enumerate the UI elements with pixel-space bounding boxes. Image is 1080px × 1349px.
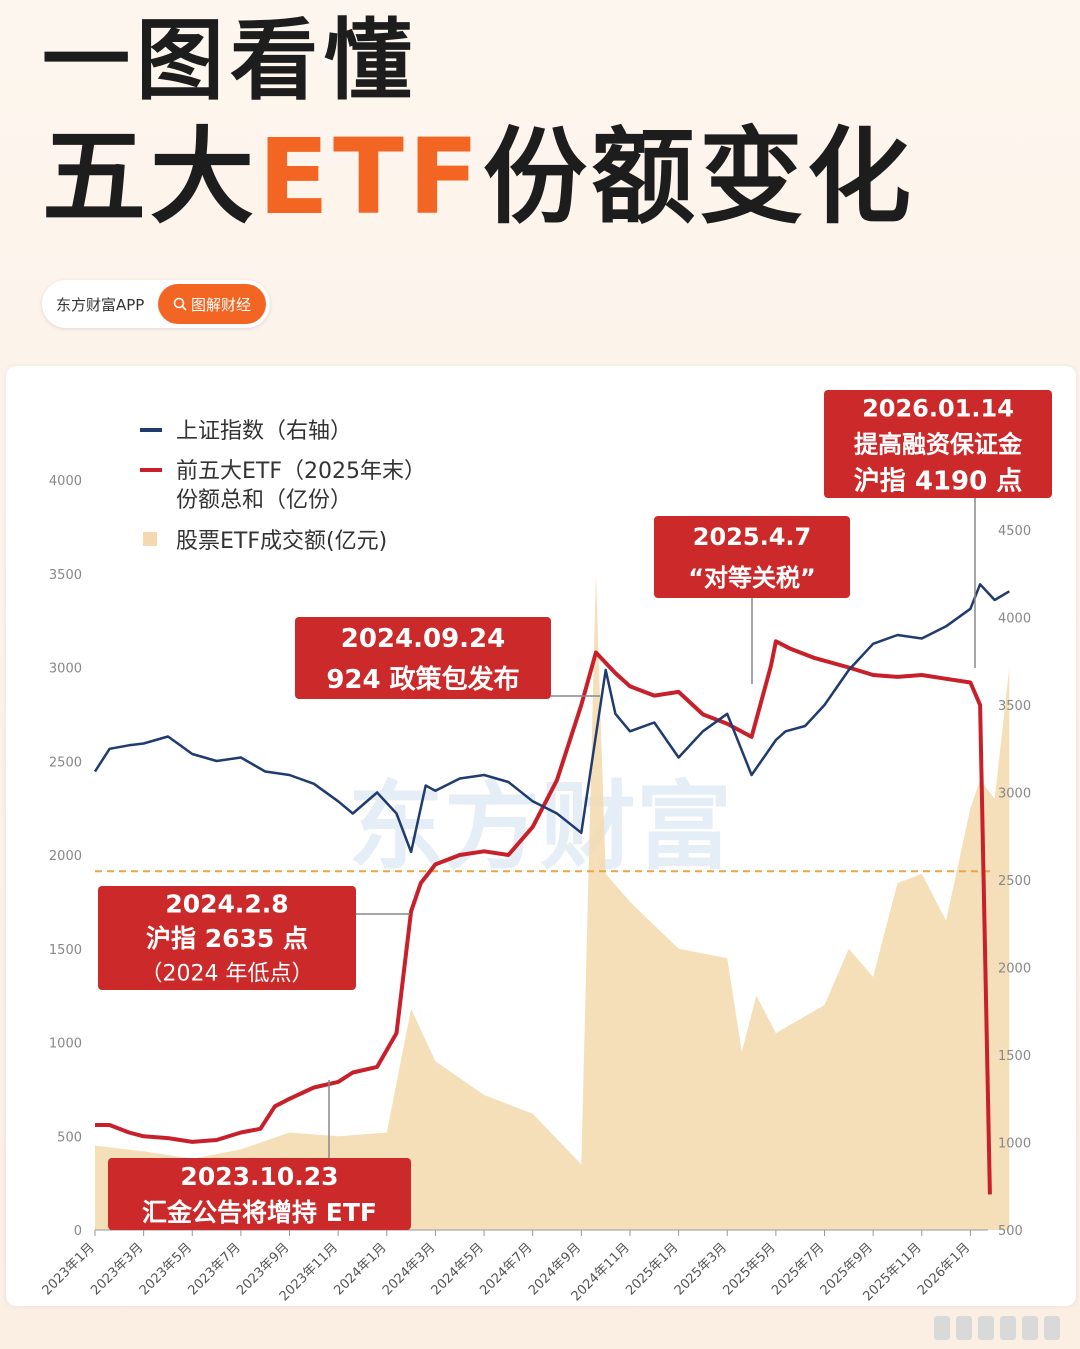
annotation-text: 2026.01.14 xyxy=(862,395,1014,423)
title-line1: 一图看懂 xyxy=(42,9,419,112)
annotation-text: “对等关税” xyxy=(688,564,816,592)
annotation-box xyxy=(98,886,356,990)
right-tick-label: 3500 xyxy=(998,699,1031,714)
annotation-text: 2024.09.24 xyxy=(341,624,505,654)
annotation-text: 2024.2.8 xyxy=(165,889,288,918)
annotation-text: （2024 年低点） xyxy=(141,962,314,987)
footer-mark-5 xyxy=(1022,1316,1038,1340)
brand-tag-label: 图解财经 xyxy=(190,295,251,314)
search-icon xyxy=(173,297,187,311)
etf-share-line xyxy=(95,639,992,1195)
annotation-text: 2025.4.7 xyxy=(693,523,811,551)
left-tick-label: 3000 xyxy=(49,662,82,677)
annotation-text: 汇金公告将增持 ETF xyxy=(142,1198,377,1227)
legend-label-index: 上证指数（右轴） xyxy=(176,419,352,444)
legend-label-etf-2: 份额总和（亿份） xyxy=(176,488,352,513)
left-tick-label: 3500 xyxy=(49,568,82,583)
right-tick-label: 2500 xyxy=(998,874,1031,889)
brand-name: 东方财富APP xyxy=(56,296,145,314)
right-tick-label: 2000 xyxy=(998,962,1031,977)
legend-label-volume: 股票ETF成交额(亿元) xyxy=(176,529,387,554)
brand-pill[interactable]: 东方财富APP 图解财经 xyxy=(42,280,270,328)
annotation-text: 沪指 2635 点 xyxy=(146,924,308,953)
brand-tag[interactable]: 图解财经 xyxy=(158,284,266,324)
left-tick-label: 1500 xyxy=(49,943,82,958)
main-title: 五大ETF份额变化 xyxy=(42,112,915,242)
legend-swatch-volume xyxy=(143,532,157,546)
sse-index-line xyxy=(93,583,1010,854)
annotation-text: 924 政策包发布 xyxy=(326,664,519,695)
left-tick-label: 2500 xyxy=(49,755,82,770)
annotation-box xyxy=(295,617,551,699)
left-tick-label: 0 xyxy=(74,1224,82,1239)
right-tick-label: 4000 xyxy=(998,612,1031,627)
annotation-box xyxy=(108,1158,411,1230)
right-tick-label: 1000 xyxy=(998,1137,1031,1152)
left-tick-label: 4000 xyxy=(49,474,82,489)
footer-mark-1 xyxy=(934,1316,950,1340)
watermark: 东方财富 xyxy=(348,771,732,883)
right-tick-label: 3000 xyxy=(998,787,1031,802)
annotation-text: 2023.10.23 xyxy=(180,1162,338,1191)
left-tick-label: 2000 xyxy=(49,849,82,864)
volume-area xyxy=(95,573,1010,1230)
title-highlight: ETF xyxy=(258,116,484,238)
footer-mark-2 xyxy=(956,1316,972,1340)
title-pre: 五大 xyxy=(42,116,259,238)
right-tick-label: 500 xyxy=(998,1224,1023,1239)
right-tick-label: 4500 xyxy=(998,524,1031,539)
x-tick-label: 2026年1月 xyxy=(915,1240,973,1298)
legend-label-etf-1: 前五大ETF（2025年末） xyxy=(176,459,426,484)
annotation-text: 提高融资保证金 xyxy=(854,431,1023,459)
title-post: 份额变化 xyxy=(483,116,916,238)
annotation-text: 沪指 4190 点 xyxy=(854,465,1022,496)
annotation-box xyxy=(654,516,850,598)
footer-mark-3 xyxy=(978,1316,994,1340)
annotation-box xyxy=(824,390,1052,498)
footer-icons xyxy=(934,1316,1060,1344)
footer-mark-6 xyxy=(1044,1316,1060,1340)
left-tick-label: 1000 xyxy=(49,1037,82,1052)
footer-mark-4 xyxy=(1000,1316,1016,1340)
left-tick-label: 500 xyxy=(57,1130,82,1145)
right-tick-label: 1500 xyxy=(998,1049,1031,1064)
